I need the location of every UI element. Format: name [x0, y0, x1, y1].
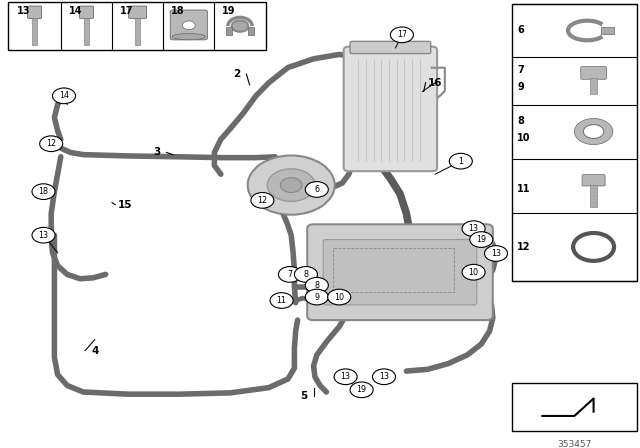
Circle shape	[32, 227, 55, 243]
Circle shape	[584, 125, 604, 138]
Text: 11: 11	[517, 185, 531, 194]
Text: 7: 7	[517, 65, 524, 75]
Circle shape	[248, 155, 335, 215]
Bar	[512, 4, 637, 281]
Bar	[248, 27, 254, 35]
Text: 13: 13	[468, 224, 479, 233]
Circle shape	[390, 27, 413, 43]
Bar	[84, 17, 89, 45]
Text: 9: 9	[314, 293, 319, 302]
Text: 13: 13	[340, 372, 351, 381]
Bar	[135, 17, 140, 45]
Text: 18: 18	[171, 6, 184, 16]
Text: 13: 13	[491, 249, 501, 258]
Bar	[602, 27, 614, 34]
Text: 11: 11	[276, 296, 287, 305]
Bar	[32, 17, 37, 45]
FancyBboxPatch shape	[582, 175, 605, 186]
Circle shape	[40, 136, 63, 151]
Text: 3: 3	[153, 147, 161, 157]
Text: 6: 6	[517, 26, 524, 35]
Text: 5: 5	[300, 392, 308, 401]
Text: 19: 19	[356, 385, 367, 394]
Circle shape	[328, 289, 351, 305]
Text: 13: 13	[38, 231, 49, 240]
Text: 6: 6	[314, 185, 319, 194]
Text: 17: 17	[120, 6, 133, 16]
Text: 17: 17	[397, 30, 407, 39]
Text: 2: 2	[233, 69, 241, 79]
Text: 14: 14	[68, 6, 82, 16]
Text: 19: 19	[476, 235, 486, 244]
Circle shape	[350, 382, 373, 398]
FancyBboxPatch shape	[323, 240, 477, 305]
FancyBboxPatch shape	[28, 6, 42, 18]
Text: 10: 10	[517, 133, 531, 143]
Circle shape	[305, 289, 328, 305]
FancyBboxPatch shape	[79, 6, 93, 18]
Circle shape	[251, 193, 274, 208]
Text: 14: 14	[59, 91, 69, 100]
Circle shape	[305, 181, 328, 197]
Text: 15: 15	[118, 200, 132, 210]
Circle shape	[449, 153, 472, 169]
Circle shape	[278, 267, 301, 282]
Circle shape	[268, 169, 315, 202]
Circle shape	[462, 264, 485, 280]
Text: 9: 9	[517, 82, 524, 92]
Bar	[226, 27, 232, 35]
Bar	[590, 185, 596, 207]
Circle shape	[305, 277, 328, 293]
Bar	[8, 2, 266, 50]
Text: 12: 12	[517, 242, 531, 252]
Circle shape	[182, 21, 195, 30]
FancyBboxPatch shape	[307, 224, 493, 320]
Text: 12: 12	[46, 139, 56, 148]
Text: 8: 8	[314, 281, 319, 290]
Text: 18: 18	[38, 187, 49, 196]
Ellipse shape	[172, 34, 205, 40]
Circle shape	[280, 178, 302, 193]
Text: 8: 8	[517, 116, 524, 125]
Bar	[333, 248, 454, 292]
Bar	[512, 383, 637, 431]
Text: 19: 19	[222, 6, 236, 16]
FancyBboxPatch shape	[129, 6, 147, 18]
Text: 16: 16	[428, 78, 442, 88]
Circle shape	[334, 369, 357, 384]
Text: 13: 13	[17, 6, 30, 16]
Circle shape	[232, 21, 248, 32]
Text: 8: 8	[303, 270, 308, 279]
Circle shape	[484, 246, 508, 261]
FancyBboxPatch shape	[350, 41, 431, 54]
FancyBboxPatch shape	[344, 47, 437, 171]
FancyBboxPatch shape	[581, 67, 607, 79]
Circle shape	[372, 369, 396, 384]
Circle shape	[573, 233, 614, 261]
Text: 7: 7	[287, 270, 292, 279]
Text: 1: 1	[458, 157, 463, 166]
Text: 4: 4	[91, 345, 99, 356]
Circle shape	[270, 293, 293, 308]
Circle shape	[462, 221, 485, 237]
Circle shape	[575, 118, 613, 145]
Text: 10: 10	[468, 268, 479, 277]
Circle shape	[32, 184, 55, 199]
Circle shape	[470, 232, 493, 247]
Circle shape	[52, 88, 76, 103]
Text: 13: 13	[379, 372, 389, 381]
Bar	[590, 78, 598, 94]
Text: 12: 12	[257, 196, 268, 205]
Text: 353457: 353457	[557, 440, 591, 448]
Text: 10: 10	[334, 293, 344, 302]
FancyBboxPatch shape	[170, 10, 207, 40]
Circle shape	[294, 267, 317, 282]
